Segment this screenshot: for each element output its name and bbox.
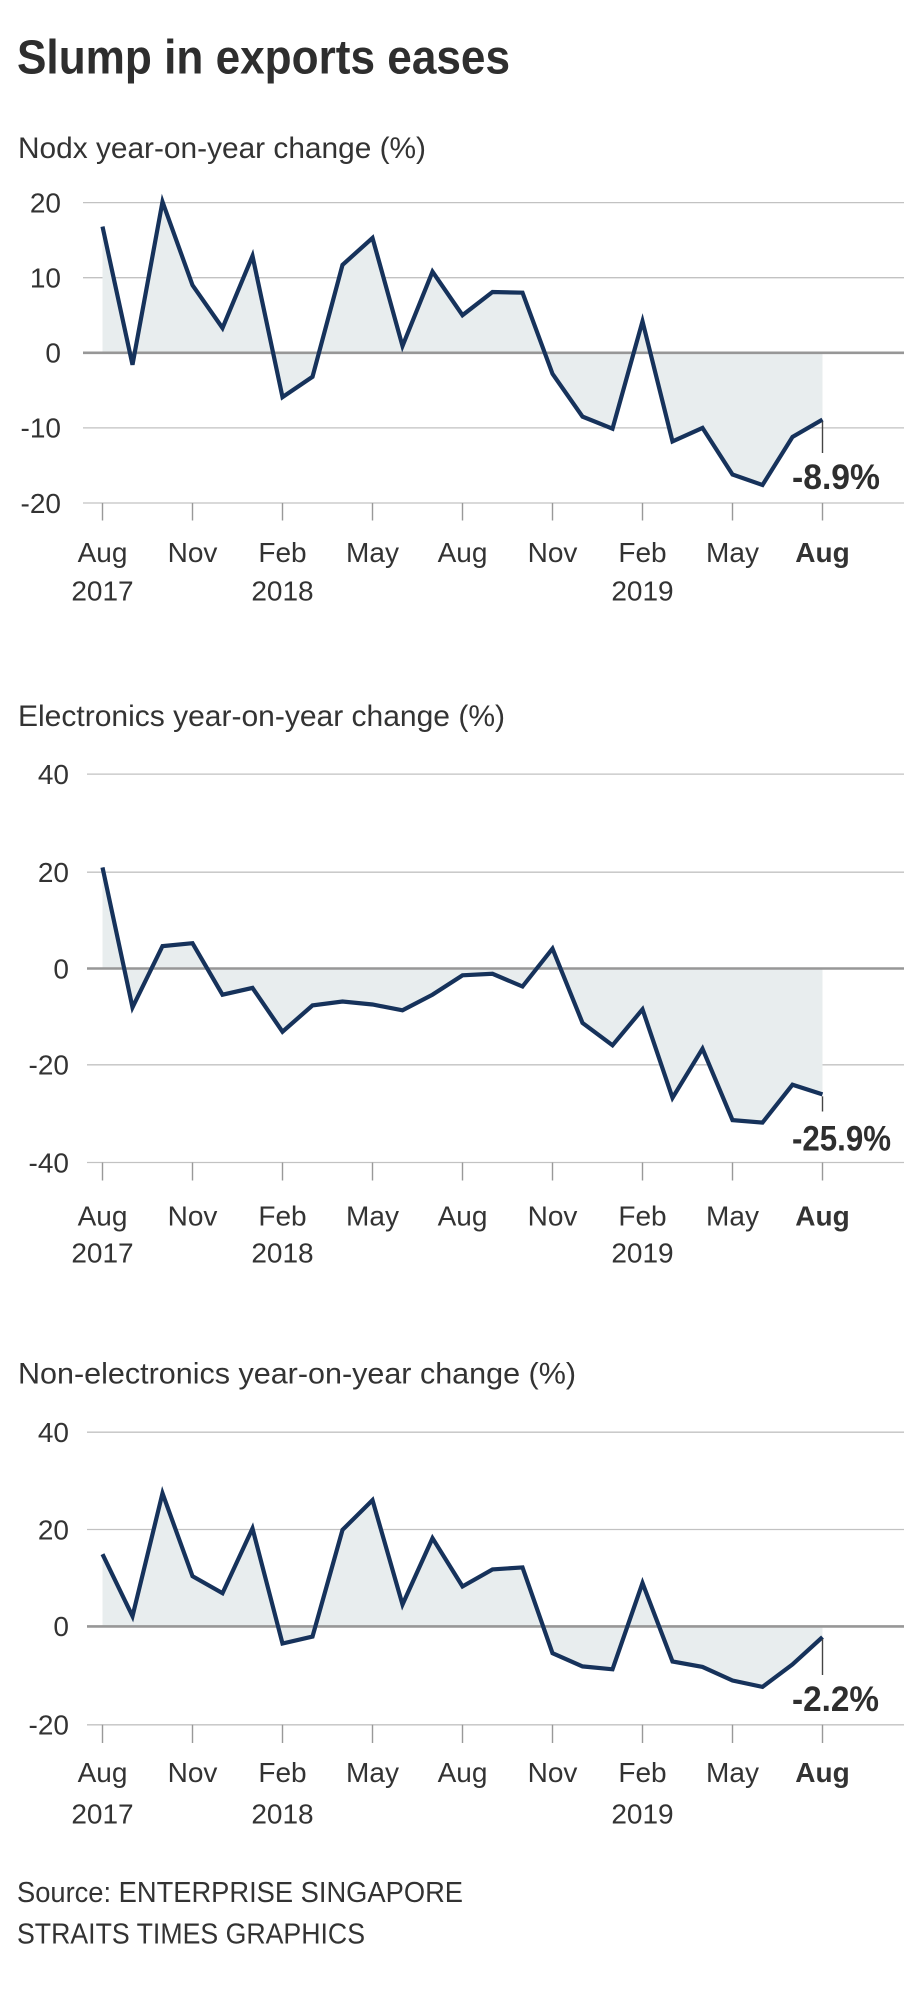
svg-text:0: 0 [53,953,69,984]
svg-text:May: May [706,1201,759,1232]
svg-text:20: 20 [38,1514,69,1545]
svg-text:-40: -40 [29,1147,69,1178]
svg-text:Aug: Aug [78,537,128,568]
svg-text:May: May [346,1757,399,1788]
svg-text:Feb: Feb [258,1201,306,1232]
svg-text:May: May [346,537,399,568]
svg-text:2019: 2019 [611,576,673,607]
svg-text:Non-electronics year-on-year c: Non-electronics year-on-year change (%) [18,1358,576,1391]
svg-text:Feb: Feb [258,1757,306,1788]
svg-text:Feb: Feb [258,537,306,568]
svg-text:2018: 2018 [251,1238,313,1269]
svg-text:-20: -20 [21,488,61,519]
svg-text:Aug: Aug [795,1201,849,1232]
svg-text:Aug: Aug [78,1201,128,1232]
svg-text:-25.9%: -25.9% [792,1120,891,1159]
svg-text:2017: 2017 [71,1238,133,1269]
svg-text:Nov: Nov [168,537,218,568]
svg-text:Aug: Aug [438,1757,488,1788]
svg-text:2017: 2017 [71,1799,133,1830]
svg-text:2019: 2019 [611,1238,673,1269]
svg-text:40: 40 [38,1417,69,1448]
svg-text:Nov: Nov [168,1201,218,1232]
svg-text:Aug: Aug [78,1757,128,1788]
svg-text:Aug: Aug [795,537,849,568]
svg-text:Aug: Aug [438,1201,488,1232]
svg-text:Nov: Nov [168,1757,218,1788]
svg-text:-2.2%: -2.2% [792,1680,879,1719]
svg-text:-8.9%: -8.9% [792,458,880,497]
svg-text:Slump in exports eases: Slump in exports eases [17,31,510,85]
svg-text:May: May [706,1757,759,1788]
svg-text:0: 0 [45,338,61,369]
svg-text:Aug: Aug [438,537,488,568]
svg-text:2017: 2017 [71,576,133,607]
svg-text:20: 20 [30,187,61,218]
svg-text:-10: -10 [21,413,61,444]
svg-text:Feb: Feb [618,1757,666,1788]
svg-text:Nodx year-on-year change (%): Nodx year-on-year change (%) [18,132,426,165]
svg-text:-20: -20 [29,1050,69,1081]
svg-text:Electronics year-on-year chang: Electronics year-on-year change (%) [18,700,505,733]
svg-text:Feb: Feb [618,1201,666,1232]
svg-text:-20: -20 [29,1710,69,1741]
svg-text:40: 40 [38,759,69,790]
svg-text:May: May [346,1201,399,1232]
svg-text:10: 10 [30,263,61,294]
svg-text:2018: 2018 [251,1799,313,1830]
svg-text:Nov: Nov [528,537,578,568]
svg-text:STRAITS TIMES GRAPHICS: STRAITS TIMES GRAPHICS [17,1919,365,1951]
svg-text:Nov: Nov [528,1201,578,1232]
svg-text:2019: 2019 [611,1799,673,1830]
svg-text:Aug: Aug [795,1757,849,1788]
svg-text:Source: ENTERPRISE SINGAPORE: Source: ENTERPRISE SINGAPORE [17,1877,463,1909]
svg-text:Feb: Feb [618,537,666,568]
svg-text:0: 0 [53,1611,69,1642]
svg-text:2018: 2018 [251,576,313,607]
svg-text:Nov: Nov [528,1757,578,1788]
svg-text:May: May [706,537,759,568]
svg-text:20: 20 [38,857,69,888]
